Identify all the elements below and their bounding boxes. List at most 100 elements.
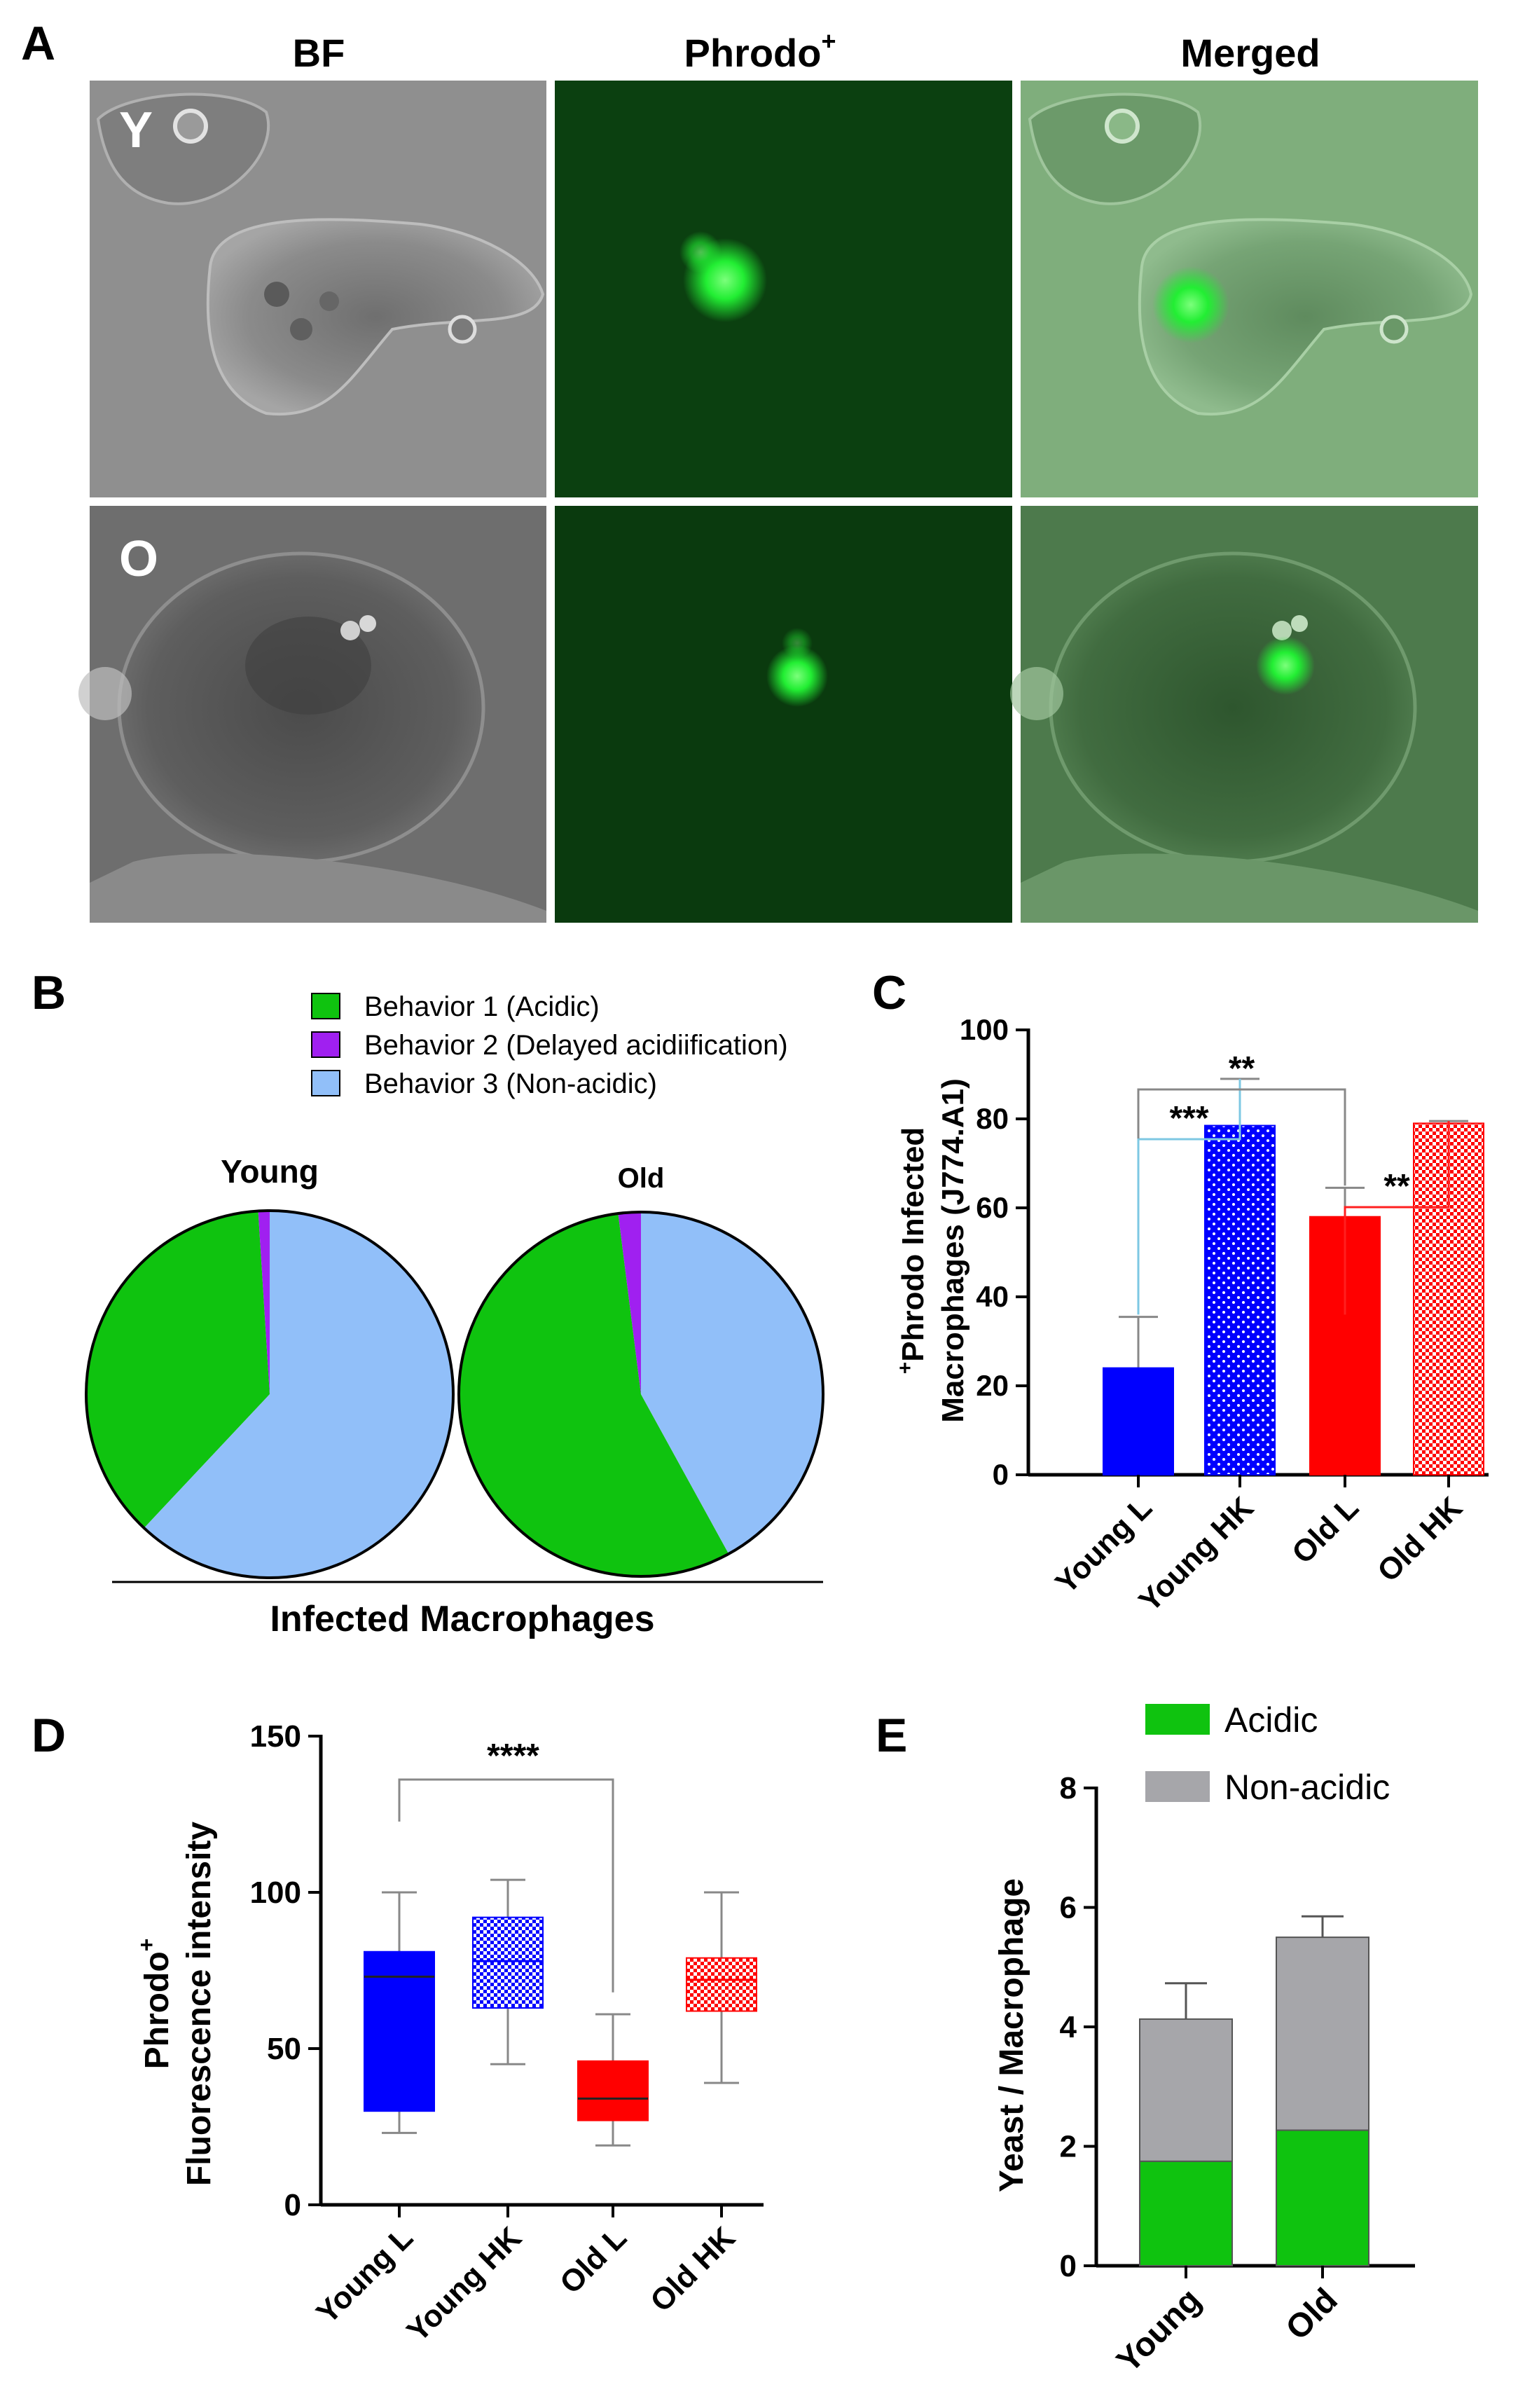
pie-slice-young-1 — [85, 1211, 270, 1528]
row-label-o: O — [119, 531, 158, 587]
pie-title-young: Young — [221, 1153, 319, 1190]
panel-d-letter: D — [32, 1709, 66, 1762]
legend-swatch-acidic — [1145, 1704, 1210, 1735]
x-tick-label-old-hk: Old HK — [1371, 1490, 1469, 1588]
pie-slice-old-2 — [618, 1212, 641, 1394]
significance-bracket — [1344, 1121, 1450, 1315]
panel-d-ylabel-2: Fluorescence intensity — [181, 1822, 218, 2186]
panel-c-letter: C — [872, 966, 906, 1019]
x-tick-label-old-l: Old L — [553, 2220, 633, 2300]
bar-young-hk — [1204, 1124, 1276, 1476]
y-tick-label: 60 — [976, 1191, 1009, 1224]
panel-e-letter: E — [876, 1709, 907, 1762]
significance-bracket — [1137, 1078, 1241, 1315]
legend-label-acidic: Acidic — [1224, 1700, 1318, 1740]
pie-slice-young-2 — [258, 1211, 270, 1394]
pie-slice-young-3 — [144, 1211, 453, 1578]
panel-e-legend: Acidic Non-acidic — [1145, 1700, 1390, 1807]
y-tick-label: 100 — [250, 1876, 301, 1910]
box-old-hk — [686, 1957, 757, 2012]
panel-e: E Acidic Non-acidic 0 2 4 6 8 Young Old Yeast … — [876, 1700, 1415, 2380]
panel-d-ylabel-sup: + — [134, 1939, 159, 1952]
chart-e: 0 2 4 6 8 Young Old — [1060, 1771, 1415, 2380]
panel-e-ylabel: Yeast / Macrophage — [993, 1878, 1030, 2192]
y-tick-label: 6 — [1060, 1891, 1077, 1925]
x-tick-label-old-hk: Old HK — [644, 2220, 742, 2318]
y-tick-label: 4 — [1060, 2010, 1077, 2044]
legend-label-behavior-2: Behavior 2 (Delayed acidiification) — [364, 1030, 788, 1061]
panel-a: A BF Phrodo+ Merged Y — [21, 17, 1478, 923]
y-tick-label: 80 — [976, 1102, 1009, 1135]
column-title-merged: Merged — [1180, 31, 1320, 75]
y-tick-label: 0 — [1060, 2249, 1077, 2283]
y-tick-label: 50 — [267, 2032, 301, 2066]
column-title-phrodo: Phrodo+ — [684, 27, 836, 75]
pie-slice-old-3 — [641, 1212, 824, 1554]
significance-label: **** — [487, 1738, 539, 1775]
bar-old-acidic — [1276, 2129, 1369, 2266]
x-tick-label-young-l: Young L — [310, 2220, 420, 2330]
y-tick-label: 100 — [960, 1013, 1009, 1046]
pie-charts — [85, 1209, 824, 1579]
significance-label: ** — [1229, 1050, 1255, 1087]
column-title-phrodo-superscript: + — [821, 27, 836, 55]
panel-c-ylabel-sup: + — [894, 1362, 917, 1375]
bar-young-acidic — [1139, 2160, 1233, 2266]
significance-bracket — [398, 1778, 614, 1993]
panel-b-xlabel: Infected Macrophages — [270, 1599, 654, 1639]
column-title-phrodo-text: Phrodo — [684, 31, 821, 75]
micrograph-y-phrodo — [555, 81, 1012, 497]
significance-label: ** — [1383, 1168, 1410, 1205]
y-tick-label: 0 — [993, 1458, 1009, 1491]
y-tick-label: 150 — [250, 1719, 301, 1754]
box-young-l — [364, 1951, 435, 2112]
row-label-y: Y — [119, 102, 153, 158]
panel-d-ylabel: Phrodo+ — [134, 1939, 176, 2070]
x-tick-label-old-l: Old L — [1285, 1490, 1365, 1570]
panel-b-letter: B — [32, 966, 66, 1019]
y-tick-label: 20 — [976, 1369, 1009, 1402]
pie-outline-young — [85, 1209, 455, 1579]
panel-c-ylabel-2: Macrophages (J774.A1) — [936, 1078, 970, 1423]
significance-bracket — [1137, 1088, 1346, 1186]
pie-outline-old — [457, 1211, 824, 1578]
micrograph-o-phrodo — [555, 506, 1012, 923]
legend-label-non-acidic: Non-acidic — [1224, 1768, 1390, 1807]
panel-c-ylabel-line1: Phrodo Infected — [896, 1127, 930, 1362]
y-tick-label: 8 — [1060, 1771, 1077, 1805]
legend-swatch-behavior-2 — [311, 1031, 340, 1058]
legend-label-behavior-1: Behavior 1 (Acidic) — [364, 991, 600, 1022]
column-title-bf: BF — [293, 31, 345, 75]
micrograph-o-bf — [78, 506, 546, 923]
panel-b: B Behavior 1 (Acidic) Behavior 2 (Delaye… — [32, 966, 824, 1639]
box-old-l — [577, 2060, 649, 2121]
micrograph-o-merged — [1010, 506, 1478, 923]
y-tick-label: 2 — [1060, 2130, 1077, 2164]
panel-b-legend: Behavior 1 (Acidic) Behavior 2 (Delayed … — [311, 991, 788, 1099]
legend-swatch-non-acidic — [1145, 1771, 1210, 1802]
legend-swatch-behavior-1 — [311, 993, 340, 1019]
y-tick-label: 0 — [284, 2188, 301, 2222]
bar-young-l — [1103, 1367, 1174, 1475]
y-tick-label: 40 — [976, 1280, 1009, 1313]
legend-label-behavior-3: Behavior 3 (Non-acidic) — [364, 1068, 657, 1099]
bar-young-non-acidic — [1139, 2018, 1233, 2162]
bar-old-non-acidic — [1276, 1936, 1369, 2131]
significance-label: *** — [1169, 1100, 1208, 1137]
x-tick-label-young-hk: Young HK — [400, 2220, 528, 2348]
pie-slice-old-1 — [459, 1213, 729, 1576]
pie-title-old: Old — [618, 1163, 665, 1194]
micrograph-y-bf — [90, 81, 546, 497]
x-tick-label-old: Old — [1279, 2281, 1345, 2347]
legend-swatch-behavior-3 — [311, 1070, 340, 1096]
box-young-hk — [472, 1916, 544, 2009]
panel-d-ylabel-line1: Phrodo — [139, 1951, 176, 2069]
panel-c-ylabel: +Phrodo Infected — [894, 1127, 930, 1374]
panel-a-letter: A — [21, 17, 55, 70]
